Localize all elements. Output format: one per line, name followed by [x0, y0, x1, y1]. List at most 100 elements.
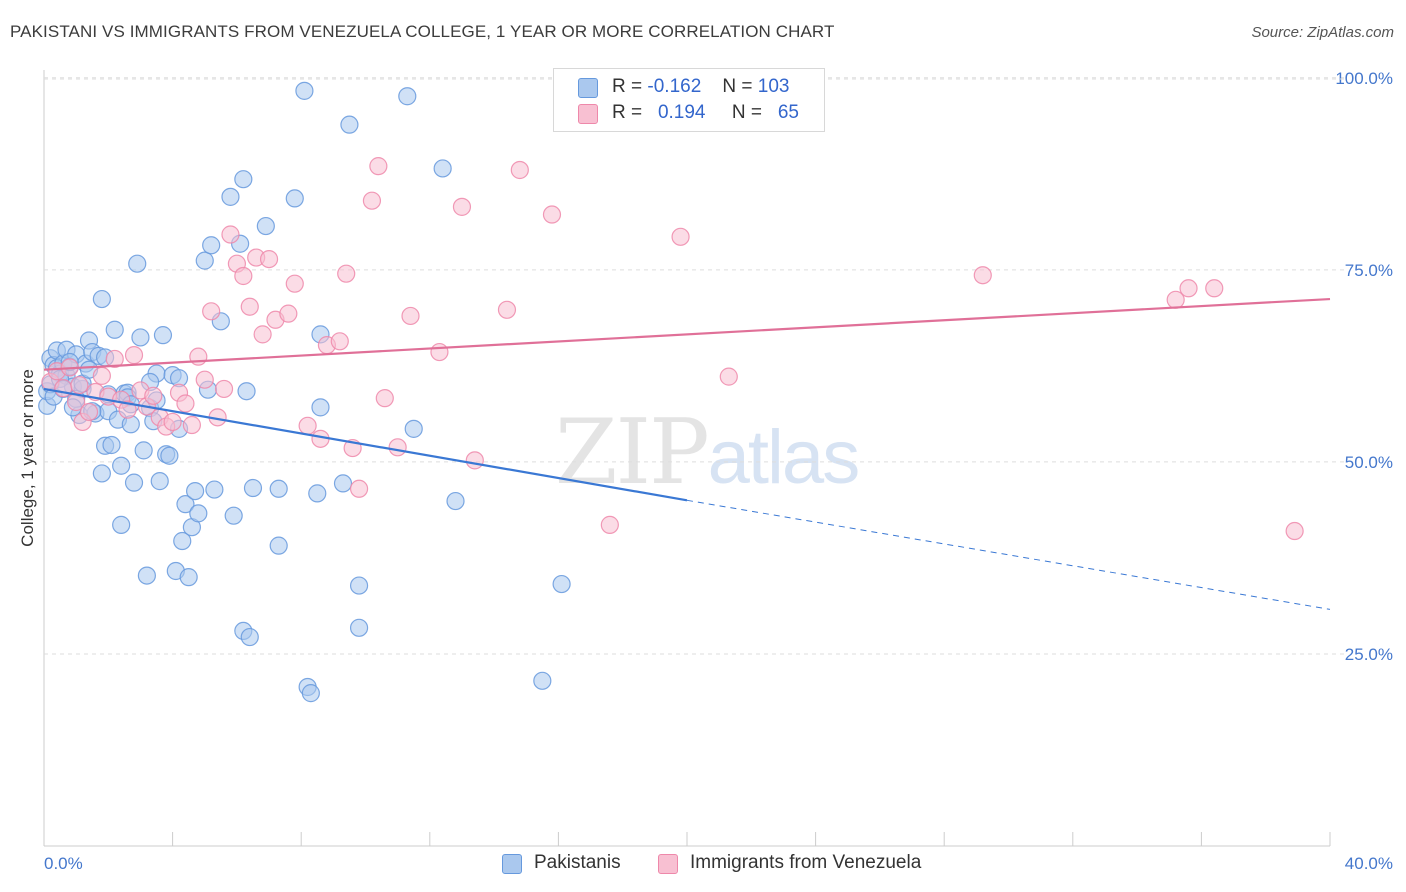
pakistanis-point	[195, 251, 214, 270]
venezuela-point	[259, 249, 279, 269]
venezuela-point	[430, 342, 449, 362]
pakistanis-trendline-extension	[686, 499, 1331, 610]
y-tick-label: 75.0%	[1345, 261, 1393, 280]
venezuela-point	[79, 402, 99, 422]
chart-title: PAKISTANI VS IMMIGRANTS FROM VENEZUELA C…	[10, 22, 835, 41]
n-value: 65	[777, 102, 799, 123]
venezuela-point	[542, 205, 562, 224]
pakistanis-point	[308, 484, 327, 503]
pakistanis-point	[92, 289, 111, 309]
venezuela-point	[349, 479, 369, 498]
pakistanis-swatch	[578, 78, 598, 98]
pakistanis-point	[160, 446, 179, 465]
venezuela-point	[337, 264, 356, 283]
pakistanis-point	[112, 515, 131, 534]
venezuela-point	[214, 379, 234, 399]
pakistanis-point	[398, 87, 417, 106]
pakistanis-point	[349, 618, 369, 637]
venezuela-point	[510, 160, 529, 180]
venezuela-point	[465, 451, 484, 470]
venezuela-point	[973, 266, 992, 285]
pakistanis-point	[340, 115, 359, 134]
pakistanis-point	[269, 479, 288, 498]
venezuela-point	[719, 367, 738, 386]
pakistanis-point	[186, 481, 205, 501]
venezuela-point	[362, 191, 382, 210]
legend-label-venezuela: Immigrants from Venezuela	[690, 852, 922, 873]
pakistanis-point	[205, 480, 224, 499]
venezuela-point	[163, 412, 182, 432]
pakistanis-point	[301, 684, 320, 703]
pakistanis-point	[295, 81, 314, 100]
pakistanis-point	[243, 478, 263, 498]
pakistanis-point	[102, 435, 121, 455]
venezuela-point	[671, 227, 690, 246]
venezuela-point	[369, 157, 388, 176]
y-axis-label: College, 1 year or more	[18, 369, 37, 547]
venezuela-swatch	[578, 104, 598, 124]
venezuela-point	[182, 415, 201, 435]
pakistanis-point	[179, 568, 198, 587]
n-label: N =	[731, 102, 763, 123]
pakistanis-point	[533, 671, 552, 690]
venezuela-point	[176, 394, 195, 413]
r-label: R =	[612, 76, 643, 97]
venezuela-point	[240, 297, 259, 316]
venezuela-point	[298, 416, 317, 435]
pakistanis-trendline	[43, 387, 688, 502]
y-tick-label: 50.0%	[1345, 453, 1393, 472]
venezuela-point	[202, 302, 221, 321]
y-tick-label: 100.0%	[1335, 69, 1393, 88]
venezuela-point	[1179, 279, 1198, 298]
pakistanis-point	[240, 627, 259, 647]
pakistanis-point	[202, 236, 221, 255]
pakistanis-point	[92, 464, 111, 483]
pakistanis-point	[131, 328, 150, 347]
pakistanis-point	[176, 495, 195, 514]
pakistanis-point	[404, 419, 423, 438]
venezuela-point	[452, 197, 472, 216]
venezuela-point	[144, 386, 163, 405]
pakistanis-point	[153, 326, 173, 345]
pakistanis-point	[221, 187, 240, 206]
pakistanis-point	[349, 576, 369, 595]
watermark-zip: ZIP	[555, 400, 710, 505]
venezuela-point	[330, 332, 349, 351]
venezuela-point	[253, 325, 272, 344]
venezuela-point	[70, 375, 89, 395]
venezuela-point	[401, 306, 420, 326]
stats-text-venezuela: R = 0.194 N = 65	[612, 102, 799, 124]
venezuela-point	[1205, 279, 1224, 298]
x-tick-label: 0.0%	[44, 854, 83, 873]
watermark-atlas: atlas	[707, 415, 861, 500]
r-value: 0.194	[657, 102, 706, 123]
pakistanis-point	[446, 491, 465, 511]
venezuela-point	[600, 515, 619, 534]
venezuela-point	[118, 400, 137, 419]
n-value: 103	[757, 76, 790, 97]
pakistanis-point	[333, 474, 353, 493]
venezuela-point	[124, 346, 144, 365]
r-value: -0.162	[647, 76, 702, 97]
stats-text-pakistanis: R = -0.162 N = 103	[612, 76, 789, 98]
pakistanis-point	[128, 254, 147, 273]
pakistanis-point	[189, 504, 208, 523]
n-label: N =	[722, 76, 753, 97]
venezuela-point	[195, 370, 214, 389]
pakistanis-point	[173, 531, 192, 551]
pakistanis-point	[150, 472, 169, 491]
venezuela-point	[497, 300, 517, 319]
pakistanis-point	[256, 216, 275, 236]
pakistanis-point	[433, 159, 452, 178]
venezuela-point	[105, 349, 124, 369]
legend-label-pakistanis: Pakistanis	[534, 852, 621, 873]
venezuela-point	[221, 225, 240, 244]
pakistanis-legend-swatch	[502, 854, 522, 874]
pakistanis-point	[552, 574, 571, 594]
pakistanis-point	[237, 382, 256, 401]
pakistanis-point	[112, 456, 131, 475]
r-label: R =	[612, 102, 643, 123]
x-tick-label: 40.0%	[1345, 854, 1393, 873]
pakistanis-point	[285, 189, 304, 208]
